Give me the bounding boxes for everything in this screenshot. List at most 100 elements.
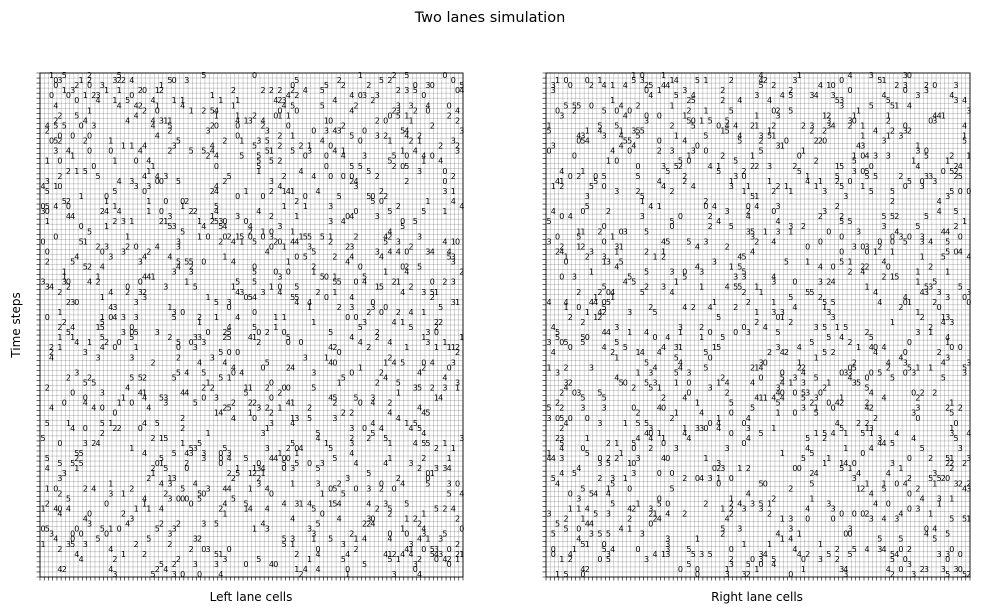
- svg-text:3: 3: [311, 368, 316, 377]
- svg-text:1: 1: [248, 484, 253, 493]
- svg-text:3: 3: [261, 429, 266, 438]
- svg-text:5: 5: [898, 535, 903, 544]
- svg-text:2: 2: [341, 409, 346, 418]
- svg-text:5: 5: [197, 494, 202, 503]
- svg-text:1: 1: [87, 338, 92, 347]
- svg-text:4: 4: [214, 207, 219, 216]
- svg-text:0: 0: [354, 484, 359, 493]
- svg-text:1: 1: [387, 550, 392, 559]
- svg-text:2: 2: [74, 81, 79, 90]
- svg-text:1: 1: [767, 540, 772, 549]
- svg-text:2: 2: [729, 555, 734, 564]
- svg-text:4: 4: [831, 278, 836, 287]
- svg-text:4: 4: [631, 142, 636, 151]
- svg-text:3: 3: [146, 182, 151, 191]
- svg-text:1: 1: [74, 167, 79, 176]
- svg-text:4: 4: [227, 454, 232, 463]
- svg-text:0: 0: [159, 207, 164, 216]
- svg-text:4: 4: [53, 535, 58, 544]
- svg-text:2: 2: [231, 86, 236, 95]
- svg-text:0: 0: [442, 177, 447, 186]
- svg-text:4: 4: [682, 303, 687, 312]
- svg-text:1: 1: [112, 202, 117, 211]
- svg-text:4: 4: [442, 555, 447, 564]
- svg-text:0: 0: [907, 71, 912, 80]
- svg-text:5: 5: [606, 530, 611, 539]
- svg-text:3: 3: [70, 86, 75, 95]
- svg-text:4: 4: [387, 535, 392, 544]
- svg-text:3: 3: [417, 167, 422, 176]
- svg-text:5: 5: [924, 283, 929, 292]
- svg-text:0: 0: [907, 232, 912, 241]
- svg-text:2: 2: [252, 469, 257, 478]
- svg-text:4: 4: [657, 177, 662, 186]
- svg-text:1: 1: [320, 489, 325, 498]
- svg-text:1: 1: [455, 555, 460, 564]
- svg-text:0: 0: [865, 373, 870, 382]
- svg-text:2: 2: [396, 86, 401, 95]
- svg-text:2: 2: [580, 318, 585, 327]
- svg-text:4: 4: [184, 449, 189, 458]
- svg-text:1: 1: [421, 157, 426, 166]
- svg-text:1: 1: [801, 565, 806, 574]
- svg-text:0: 0: [898, 565, 903, 574]
- svg-text:3: 3: [121, 247, 126, 256]
- svg-text:1: 1: [653, 253, 658, 262]
- svg-text:3: 3: [576, 389, 581, 398]
- svg-text:0: 0: [602, 540, 607, 549]
- svg-text:0: 0: [742, 172, 747, 181]
- svg-text:5: 5: [670, 217, 675, 226]
- svg-text:3: 3: [307, 147, 312, 156]
- svg-text:1: 1: [860, 121, 865, 130]
- svg-text:0: 0: [954, 247, 959, 256]
- axis-ticks: [36, 72, 464, 581]
- svg-text:5: 5: [674, 162, 679, 171]
- svg-text:0: 0: [41, 237, 46, 246]
- svg-text:3: 3: [606, 550, 611, 559]
- svg-text:4: 4: [661, 343, 666, 352]
- svg-text:3: 3: [644, 555, 649, 564]
- svg-text:5: 5: [576, 101, 581, 110]
- svg-text:5: 5: [332, 499, 337, 508]
- svg-text:5: 5: [252, 323, 257, 332]
- svg-text:0: 0: [269, 394, 274, 403]
- svg-text:4: 4: [725, 283, 730, 292]
- svg-text:4: 4: [873, 288, 878, 297]
- svg-text:1: 1: [337, 379, 342, 388]
- svg-text:3: 3: [809, 121, 814, 130]
- svg-text:5: 5: [235, 469, 240, 478]
- svg-text:2: 2: [121, 76, 126, 85]
- svg-text:2: 2: [708, 222, 713, 231]
- svg-text:0: 0: [362, 127, 367, 136]
- svg-text:0: 0: [924, 525, 929, 534]
- svg-text:5: 5: [45, 525, 50, 534]
- svg-text:4: 4: [49, 283, 54, 292]
- svg-text:1: 1: [805, 172, 810, 181]
- svg-text:2: 2: [379, 368, 384, 377]
- svg-text:4: 4: [657, 404, 662, 413]
- svg-text:0: 0: [311, 127, 316, 136]
- svg-text:0: 0: [74, 298, 79, 307]
- svg-text:5: 5: [96, 172, 101, 181]
- svg-text:3: 3: [434, 464, 439, 473]
- svg-text:4: 4: [265, 247, 270, 256]
- svg-text:3: 3: [792, 373, 797, 382]
- svg-text:0: 0: [421, 545, 426, 554]
- svg-text:2: 2: [227, 232, 232, 241]
- svg-text:2: 2: [307, 404, 312, 413]
- svg-text:3: 3: [610, 474, 615, 483]
- svg-text:0: 0: [585, 414, 590, 423]
- svg-text:2: 2: [222, 137, 227, 146]
- svg-text:4: 4: [865, 152, 870, 161]
- svg-text:2: 2: [430, 384, 435, 393]
- svg-text:4: 4: [805, 177, 810, 186]
- svg-text:4: 4: [421, 409, 426, 418]
- svg-text:3: 3: [163, 399, 168, 408]
- svg-text:4: 4: [746, 434, 751, 443]
- svg-text:5: 5: [686, 560, 691, 569]
- svg-text:3: 3: [665, 550, 670, 559]
- svg-text:4: 4: [665, 333, 670, 342]
- svg-text:5: 5: [843, 323, 848, 332]
- svg-text:3: 3: [375, 212, 380, 221]
- svg-text:1: 1: [396, 555, 401, 564]
